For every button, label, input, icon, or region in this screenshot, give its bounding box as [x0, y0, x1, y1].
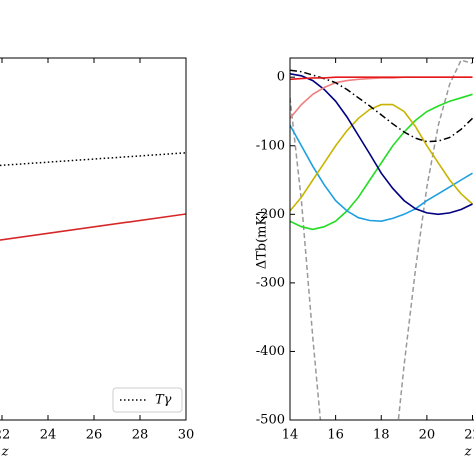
x-tick-label: 14 [282, 428, 299, 443]
series-line [0, 213, 186, 241]
series-line [290, 103, 474, 212]
y-tick-label: -300 [256, 275, 285, 290]
x-tick-label: 26 [86, 428, 103, 443]
x-tick-label: 24 [40, 428, 57, 443]
x-tick-label: 30 [178, 428, 195, 443]
x-axis-label: z [1, 445, 9, 460]
y-tick-label: 0 [277, 70, 285, 85]
series-line [290, 69, 474, 143]
legend-box [112, 387, 183, 413]
series-line [0, 152, 186, 167]
x-tick-label: 22 [0, 428, 10, 443]
y-tick-label: -200 [256, 207, 285, 222]
x-tick-label: 22 [464, 428, 474, 443]
series-line [290, 73, 473, 216]
y-tick-label: -100 [256, 138, 285, 153]
series-line [290, 59, 473, 420]
x-tick-label: 20 [419, 428, 436, 443]
series-line [290, 93, 473, 231]
x-tick-label: 18 [373, 428, 390, 443]
x-axis-label: z [464, 445, 472, 460]
series-line [290, 124, 473, 223]
y-tick-label: -500 [256, 413, 285, 428]
x-tick-label: 28 [132, 428, 149, 443]
y-tick-label: -400 [256, 344, 285, 359]
x-tick-label: 16 [327, 428, 344, 443]
legend-label: Tγ [155, 393, 172, 408]
axes-frame [289, 57, 474, 421]
series-line [290, 76, 473, 81]
axes-frame [0, 57, 187, 421]
y-axis-label: ΔTb(mK) [255, 211, 270, 270]
plot-area [0, 152, 186, 241]
plot-area [290, 59, 474, 420]
